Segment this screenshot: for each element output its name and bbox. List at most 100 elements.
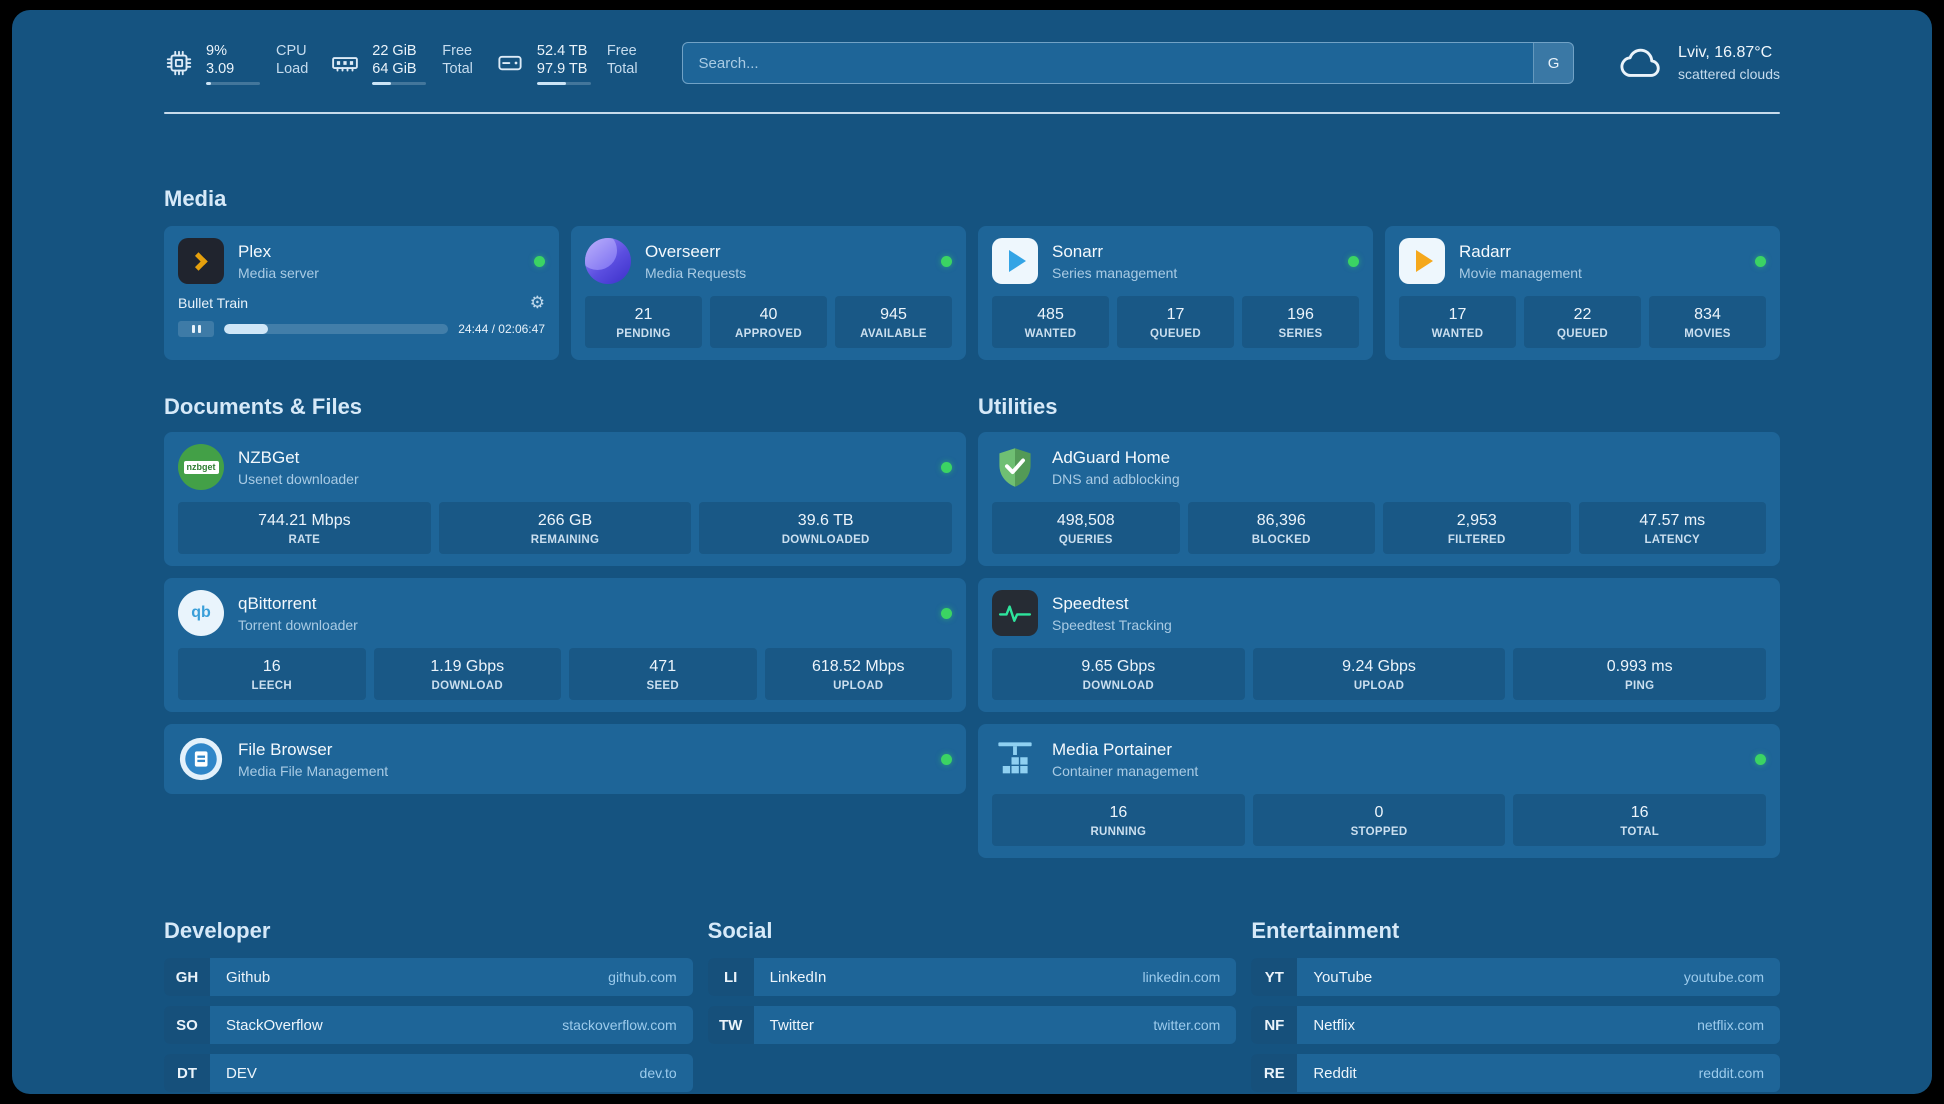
- app-card-qbittorrent[interactable]: qb qBittorrent Torrent downloader 16 LEEC…: [164, 578, 966, 712]
- app-title: Sonarr: [1052, 241, 1104, 261]
- adguard-icon: [992, 444, 1038, 490]
- bookmark-name: Reddit: [1313, 1064, 1357, 1082]
- weather-condition: scattered clouds: [1678, 66, 1780, 82]
- filebrowser-icon: [178, 736, 224, 782]
- bookmark-abbr: DT: [164, 1054, 210, 1092]
- bookmark-youtube[interactable]: YT YouTube youtube.com: [1251, 958, 1780, 996]
- section-documents: Documents & Files nzbget NZBGet Usenet d…: [164, 394, 966, 794]
- bookmark-dev[interactable]: DT DEV dev.to: [164, 1054, 693, 1092]
- bookmark-abbr: GH: [164, 958, 210, 996]
- stat-label: APPROVED: [735, 328, 802, 340]
- stat-label: PENDING: [616, 328, 671, 340]
- bookmark-url: reddit.com: [1698, 1065, 1764, 1081]
- app-card-plex[interactable]: Plex Media server Bullet Train ⚙ 24:44 /…: [164, 226, 559, 360]
- plex-chevron-glyph: [189, 251, 208, 271]
- plex-icon: [178, 238, 224, 284]
- status-dot: [941, 255, 952, 267]
- ram-values: 22 GiB 64 GiB: [372, 42, 427, 85]
- topbar: 9% 3.09 CPU Load: [164, 10, 1780, 86]
- stat-tile: 86,396 BLOCKED: [1187, 502, 1375, 554]
- card-titles: Sonarr Series management: [1052, 241, 1177, 282]
- stat-label: PING: [1625, 680, 1655, 692]
- stat-value: 744.21 Mbps: [258, 512, 351, 529]
- app-title: Media Portainer: [1052, 739, 1173, 759]
- stat-value: 471: [649, 658, 677, 675]
- weather-widget: Lviv, 16.87°C scattered clouds: [1618, 40, 1780, 86]
- disk-total: 97.9 TB: [536, 60, 588, 77]
- pause-button[interactable]: [178, 321, 214, 337]
- stat-value: 16: [1109, 804, 1128, 821]
- cpu-label-top: CPU: [276, 42, 307, 59]
- stat-label: LATENCY: [1644, 534, 1701, 546]
- playback-progress-track: [224, 324, 449, 334]
- bookmark-list: GH Github github.com SO StackOverflow st…: [164, 958, 693, 1092]
- bookmark-twitter[interactable]: TW Twitter twitter.com: [707, 1006, 1237, 1044]
- bookmark-url: netflix.com: [1697, 1017, 1764, 1033]
- app-title: qBittorrent: [238, 593, 317, 613]
- stat-value: 17: [1166, 306, 1185, 323]
- bookmark-abbr: RE: [1251, 1054, 1298, 1092]
- card-titles: qBittorrent Torrent downloader: [238, 593, 358, 634]
- app-title: Radarr: [1459, 241, 1511, 261]
- stats-row: 498,508 QUERIES 86,396 BLOCKED 2,953 FILTER…: [992, 490, 1766, 554]
- speedtest-icon: [992, 590, 1038, 636]
- cpu-labels: CPU Load: [276, 42, 308, 78]
- pause-bar: [191, 325, 195, 333]
- now-playing-title: Bullet Train: [178, 294, 249, 311]
- stat-label: SERIES: [1278, 328, 1323, 340]
- stats-row: 9.65 Gbps DOWNLOAD 9.24 Gbps UPLOAD 0.993 …: [992, 636, 1767, 700]
- stat-tile: 485 WANTED: [992, 296, 1109, 348]
- app-card-portainer[interactable]: Media Portainer Container management 16 R…: [978, 724, 1780, 858]
- bookmark-abbr: YT: [1251, 958, 1298, 996]
- stat-tile: 39.6 TB DOWNLOADED: [699, 502, 953, 554]
- app-title: Plex: [238, 241, 272, 261]
- bookmark-url: twitter.com: [1153, 1017, 1221, 1033]
- section-title-utilities: Utilities: [978, 394, 1058, 419]
- gear-icon[interactable]: ⚙: [529, 293, 545, 312]
- bookmark-github[interactable]: GH Github github.com: [164, 958, 693, 996]
- search-engine-button[interactable]: G: [1533, 43, 1574, 83]
- bookmark-reddit[interactable]: RE Reddit reddit.com: [1251, 1054, 1780, 1092]
- app-subtitle: Media Requests: [645, 264, 747, 281]
- app-card-filebrowser[interactable]: File Browser Media File Management: [164, 724, 966, 794]
- stat-tile: 22 QUEUED: [1524, 296, 1641, 348]
- card-header: Radarr Movie management: [1399, 238, 1766, 284]
- ram-labels: Free Total: [442, 42, 473, 78]
- app-card-sonarr[interactable]: Sonarr Series management 485 WANTED 17 QUE…: [978, 226, 1373, 360]
- stat-tile: 1.19 Gbps DOWNLOAD: [373, 648, 561, 700]
- cpu-loadavg: 3.09: [206, 60, 235, 77]
- bookmark-linkedin[interactable]: LI LinkedIn linkedin.com: [707, 958, 1237, 996]
- section-title-documents: Documents & Files: [164, 394, 363, 419]
- ram-widget: 22 GiB 64 GiB Free Total: [330, 42, 473, 85]
- section-title-developer: Developer: [164, 918, 271, 943]
- stat-value: 86,396: [1256, 512, 1306, 529]
- app-card-speedtest[interactable]: Speedtest Speedtest Tracking 9.65 Gbps DO…: [978, 578, 1780, 712]
- bookmark-url: linkedin.com: [1142, 969, 1221, 985]
- ram-free: 22 GiB: [372, 42, 417, 59]
- stat-value: 0: [1374, 804, 1384, 821]
- app-subtitle: Usenet downloader: [238, 470, 359, 487]
- card-titles: AdGuard Home DNS and adblocking: [1052, 447, 1180, 488]
- search-input[interactable]: [682, 43, 1534, 83]
- app-card-radarr[interactable]: Radarr Movie management 17 WANTED 22 QUEUE…: [1385, 226, 1780, 360]
- bookmark-url: dev.to: [639, 1065, 677, 1081]
- app-subtitle: Media server: [238, 264, 319, 281]
- stat-tile: 618.52 Mbps UPLOAD: [764, 648, 952, 700]
- now-playing-row: Bullet Train ⚙: [178, 294, 545, 311]
- pause-bar: [197, 325, 201, 333]
- app-card-adguard[interactable]: AdGuard Home DNS and adblocking 498,508 Q…: [978, 432, 1780, 566]
- disk-values: 52.4 TB 97.9 TB: [536, 42, 591, 85]
- stat-value: 834: [1694, 306, 1721, 323]
- stat-value: 1.19 Gbps: [430, 658, 505, 675]
- stat-tile: 471 SEED: [569, 648, 757, 700]
- bookmark-netflix[interactable]: NF Netflix netflix.com: [1251, 1006, 1780, 1044]
- app-card-overseerr[interactable]: Overseerr Media Requests 21 PENDING 40 APP…: [571, 226, 966, 360]
- bookmarks: Developer GH Github github.com SO StackO…: [164, 918, 1780, 1092]
- cpu-widget: 9% 3.09 CPU Load: [164, 42, 308, 85]
- disk-widget: 52.4 TB 97.9 TB Free Total: [495, 42, 638, 85]
- cpu-readout: 9% 3.09 CPU Load: [206, 42, 308, 85]
- app-card-nzbget[interactable]: nzbget NZBGet Usenet downloader 744.21 M…: [164, 432, 966, 566]
- bookmark-name: Netflix: [1313, 1016, 1356, 1034]
- bookmark-stackoverflow[interactable]: SO StackOverflow stackoverflow.com: [164, 1006, 693, 1044]
- play-triangle: [1416, 250, 1433, 272]
